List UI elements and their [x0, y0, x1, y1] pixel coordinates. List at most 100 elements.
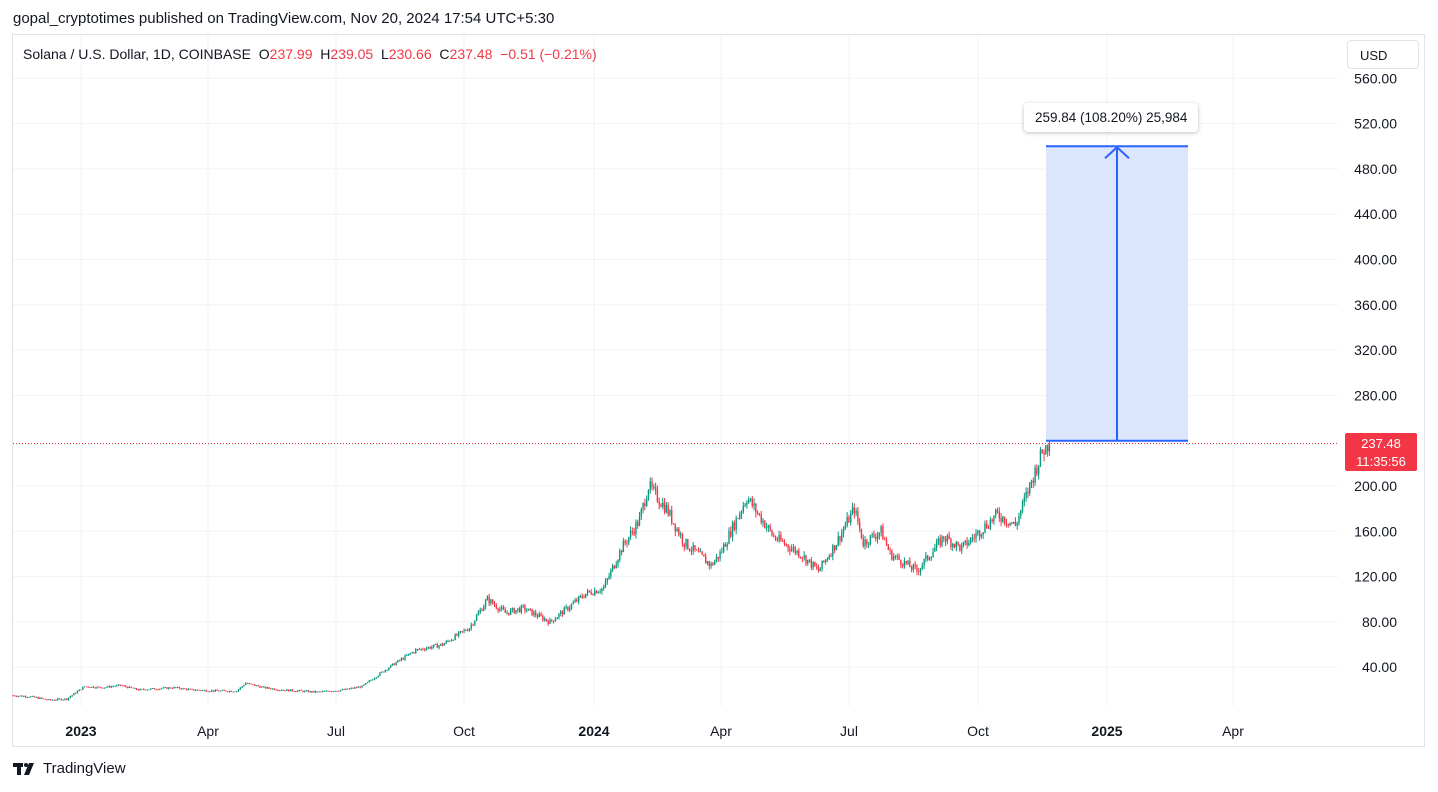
- candle-body: [531, 609, 533, 616]
- candle-body: [676, 528, 678, 532]
- candle-body: [427, 647, 429, 649]
- candle-body: [389, 664, 392, 668]
- candle-body: [121, 685, 123, 687]
- candle-body: [570, 604, 573, 608]
- candle-body: [946, 535, 949, 542]
- candle-body: [318, 691, 320, 693]
- candle-body: [871, 534, 873, 536]
- candle-body: [461, 631, 463, 632]
- last-price-tag: 237.48 11:35:56: [1345, 433, 1417, 471]
- candle-body: [184, 688, 186, 690]
- candle-body: [952, 543, 954, 547]
- candle-body: [762, 520, 764, 523]
- candle-body: [69, 696, 71, 698]
- candle-body: [194, 690, 197, 692]
- candle-body: [51, 699, 54, 701]
- candle-body: [270, 688, 272, 690]
- candle-body: [919, 568, 922, 573]
- high-value: 239.05: [330, 46, 374, 62]
- candle-body: [214, 689, 216, 692]
- candle-body: [388, 667, 390, 670]
- candle-body: [164, 687, 166, 689]
- candle-body: [560, 611, 562, 614]
- candle-body: [910, 567, 913, 570]
- candle-body: [271, 688, 274, 690]
- candle-body: [755, 503, 757, 513]
- candle-body: [117, 684, 120, 686]
- candle-body: [543, 618, 546, 621]
- candle-body: [497, 608, 499, 611]
- candle-body: [884, 539, 886, 541]
- price-tick-label: 400.00: [1354, 252, 1397, 268]
- currency-button[interactable]: USD: [1347, 40, 1419, 69]
- candle-body: [264, 686, 267, 689]
- candle-body: [191, 688, 193, 690]
- candle-body: [554, 619, 557, 622]
- candle-body: [321, 691, 324, 692]
- candle-body: [142, 688, 145, 690]
- candle-body: [132, 687, 134, 689]
- candle-body: [977, 530, 979, 534]
- candle-body: [608, 576, 610, 579]
- candle-body: [486, 596, 489, 601]
- candle-body: [363, 684, 365, 686]
- candle-body: [425, 648, 428, 650]
- candle-body: [17, 696, 20, 697]
- candle-body: [671, 510, 673, 524]
- last-price-value: 237.48: [1361, 436, 1401, 451]
- candle-body: [200, 690, 202, 692]
- candle-body: [381, 671, 383, 673]
- candle-body: [298, 690, 301, 691]
- candle-body: [773, 535, 775, 537]
- candle-body: [125, 685, 127, 687]
- candle-body: [807, 559, 809, 564]
- candle-body: [373, 678, 376, 680]
- candle-body: [338, 691, 340, 692]
- candle-body: [534, 612, 537, 616]
- open-value: 237.99: [269, 46, 313, 62]
- candle-body: [812, 561, 814, 568]
- tradingview-branding[interactable]: TradingView: [13, 760, 126, 777]
- candle-body: [366, 682, 369, 684]
- candle-body: [472, 624, 474, 626]
- candle-body: [162, 687, 165, 689]
- candle-body: [857, 510, 859, 522]
- candle-body: [649, 481, 651, 490]
- candle-body: [384, 670, 387, 673]
- candle-body: [617, 560, 619, 565]
- candle-body: [479, 609, 481, 613]
- candle-body: [667, 505, 669, 516]
- candle-body: [91, 686, 93, 688]
- candle-body: [638, 516, 641, 526]
- candle-body: [114, 686, 116, 687]
- candle-body: [296, 690, 299, 692]
- candle-body: [733, 522, 736, 530]
- candle-body: [631, 531, 634, 532]
- candle-body: [155, 689, 157, 691]
- candle-body: [993, 515, 995, 522]
- candle-body: [891, 550, 893, 560]
- candle-body: [126, 686, 129, 688]
- candle-body: [1002, 516, 1004, 522]
- candle-body: [302, 690, 304, 692]
- candle-body: [341, 689, 344, 691]
- candle-body: [15, 696, 18, 697]
- candle-body: [610, 570, 612, 577]
- candle-body: [176, 687, 179, 688]
- candle-body: [343, 689, 345, 691]
- candle-body: [794, 547, 796, 553]
- candle-body: [492, 599, 494, 604]
- candle-body: [749, 498, 752, 500]
- candle-body: [400, 658, 403, 661]
- candle-body: [774, 536, 777, 540]
- candle-body: [316, 691, 318, 693]
- candle-body: [898, 555, 900, 560]
- price-tick-label: 440.00: [1354, 206, 1397, 222]
- candle-body: [814, 561, 816, 567]
- candle-body: [40, 697, 43, 699]
- candle-body: [468, 628, 471, 631]
- candle-body: [255, 685, 258, 687]
- candle-body: [42, 698, 45, 700]
- candle-body: [568, 607, 571, 611]
